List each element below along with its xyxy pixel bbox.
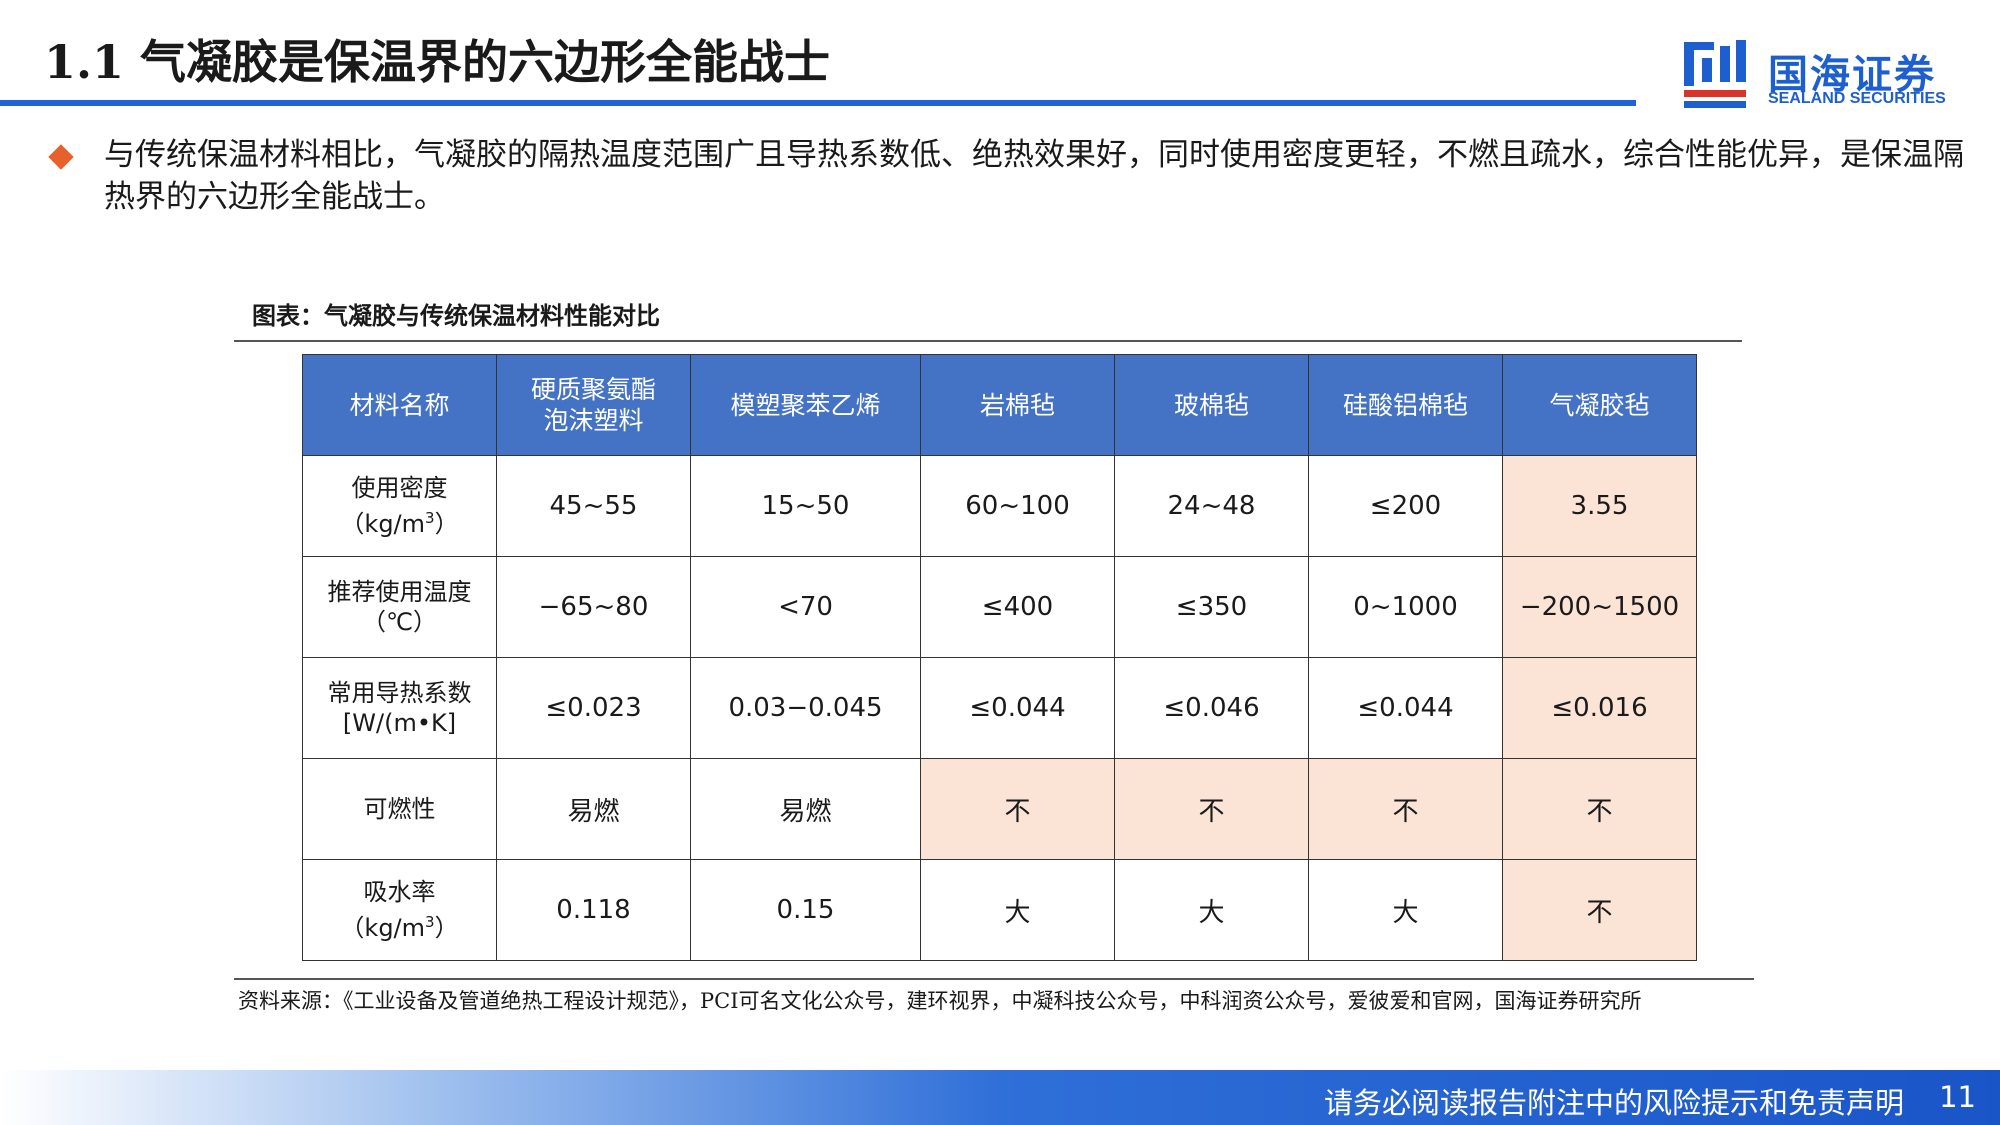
- table-cell-highlight: 不: [1502, 758, 1697, 860]
- table-cell: <70: [690, 556, 921, 658]
- title-text: 气凝胶是保温界的六边形全能战士: [140, 35, 831, 89]
- table-cell: 0.118: [496, 859, 691, 961]
- table-cell-highlight: −200~1500: [1502, 556, 1697, 658]
- column-header: 材料名称: [302, 354, 497, 456]
- column-header: 硬质聚氨酯泡沫塑料: [496, 354, 691, 456]
- row-label: 使用密度: [351, 474, 448, 502]
- table-cell: 0~1000: [1308, 556, 1503, 658]
- table-cell: 易燃: [496, 758, 691, 860]
- table-row: 吸水率 （kg/m3） 0.118 0.15 大 大 大 不: [302, 859, 1697, 961]
- table-cell: 0.15: [690, 859, 921, 961]
- column-header: 气凝胶毡: [1502, 354, 1697, 456]
- row-label: 可燃性: [363, 795, 436, 823]
- table-cell: ≤200: [1308, 455, 1503, 557]
- row-header: 常用导热系数 [W/(m•K]: [302, 657, 497, 759]
- table-cell: ≤0.023: [496, 657, 691, 759]
- table-cell: −65~80: [496, 556, 691, 658]
- table-cell: ≤350: [1114, 556, 1309, 658]
- row-header: 使用密度 （kg/m3）: [302, 455, 497, 557]
- sealand-logo-icon: [1684, 40, 1746, 108]
- table-cell: 45~55: [496, 455, 691, 557]
- summary-text: 与传统保温材料相比，气凝胶的隔热温度范围广且导热系数低、绝热效果好，同时使用密度…: [104, 137, 1964, 215]
- page-title: 1.1 气凝胶是保温界的六边形全能战士: [44, 26, 830, 92]
- table-cell: 0.03−0.045: [690, 657, 921, 759]
- table-cell: ≤0.044: [920, 657, 1115, 759]
- table-cell: 24~48: [1114, 455, 1309, 557]
- table-cell: 60~100: [920, 455, 1115, 557]
- table-header-row: 材料名称 硬质聚氨酯泡沫塑料 模塑聚苯乙烯 岩棉毡 玻棉毡 硅酸铝棉毡 气凝胶毡: [302, 354, 1697, 456]
- column-header: 硅酸铝棉毡: [1308, 354, 1503, 456]
- source-divider: [234, 978, 1754, 980]
- row-unit: （kg/m3）: [340, 913, 459, 942]
- comparison-table: 材料名称 硬质聚氨酯泡沫塑料 模塑聚苯乙烯 岩棉毡 玻棉毡 硅酸铝棉毡 气凝胶毡…: [302, 354, 1697, 961]
- table-row: 使用密度 （kg/m3） 45~55 15~50 60~100 24~48 ≤20…: [302, 455, 1697, 557]
- table-cell: 易燃: [690, 758, 921, 860]
- table-cell-highlight: 不: [1308, 758, 1503, 860]
- row-label: 推荐使用温度: [327, 578, 472, 606]
- column-header-label: 硬质聚氨酯泡沫塑料: [530, 375, 656, 435]
- figure-caption: 图表：气凝胶与传统保温材料性能对比: [252, 301, 660, 330]
- column-header: 玻棉毡: [1114, 354, 1309, 456]
- table-row: 推荐使用温度 （℃） −65~80 <70 ≤400 ≤350 0~1000 −2…: [302, 556, 1697, 658]
- table-cell-highlight: 3.55: [1502, 455, 1697, 557]
- table-cell-highlight: ≤0.016: [1502, 657, 1697, 759]
- column-header: 模塑聚苯乙烯: [690, 354, 921, 456]
- row-label: 吸水率: [363, 878, 436, 906]
- table-cell: ≤0.046: [1114, 657, 1309, 759]
- table-row: 可燃性 易燃 易燃 不 不 不 不: [302, 758, 1697, 860]
- row-header: 吸水率 （kg/m3）: [302, 859, 497, 961]
- disclaimer-link[interactable]: 请务必阅读报告附注中的风险提示和免责声明: [1323, 1086, 1904, 1120]
- row-header: 推荐使用温度 （℃）: [302, 556, 497, 658]
- row-label: 常用导热系数: [327, 679, 472, 707]
- row-unit: [W/(m•K]: [342, 709, 457, 737]
- logo-name-en: SEALAND SECURITIES: [1768, 90, 1946, 107]
- footer-bar: 请务必阅读报告附注中的风险提示和免责声明 11: [0, 1070, 2000, 1125]
- table-cell: 大: [1308, 859, 1503, 961]
- table-cell: 大: [1114, 859, 1309, 961]
- table-cell: 大: [920, 859, 1115, 961]
- logo-name-cn: 国海证券: [1768, 52, 1936, 98]
- column-header: 岩棉毡: [920, 354, 1115, 456]
- source-note: 资料来源：《工业设备及管道绝热工程设计规范》，PCI可名文化公众号，建环视界，中…: [238, 989, 1642, 1013]
- table-cell: ≤400: [920, 556, 1115, 658]
- table-cell-highlight: 不: [920, 758, 1115, 860]
- row-unit: （kg/m3）: [340, 509, 459, 538]
- table-cell: ≤0.044: [1308, 657, 1503, 759]
- title-divider: [0, 100, 1636, 106]
- caption-divider: [234, 340, 1742, 342]
- page-number: 11: [1939, 1080, 1976, 1114]
- table-cell: 15~50: [690, 455, 921, 557]
- row-unit: （℃）: [362, 608, 437, 636]
- table-row: 常用导热系数 [W/(m•K] ≤0.023 0.03−0.045 ≤0.044 …: [302, 657, 1697, 759]
- section-number: 1.1: [44, 35, 125, 89]
- sealand-logo: 国海证券 SEALAND SECURITIES: [1680, 36, 1960, 116]
- row-header: 可燃性: [302, 758, 497, 860]
- diamond-bullet-icon: [48, 144, 74, 170]
- table-cell-highlight: 不: [1502, 859, 1697, 961]
- table-cell-highlight: 不: [1114, 758, 1309, 860]
